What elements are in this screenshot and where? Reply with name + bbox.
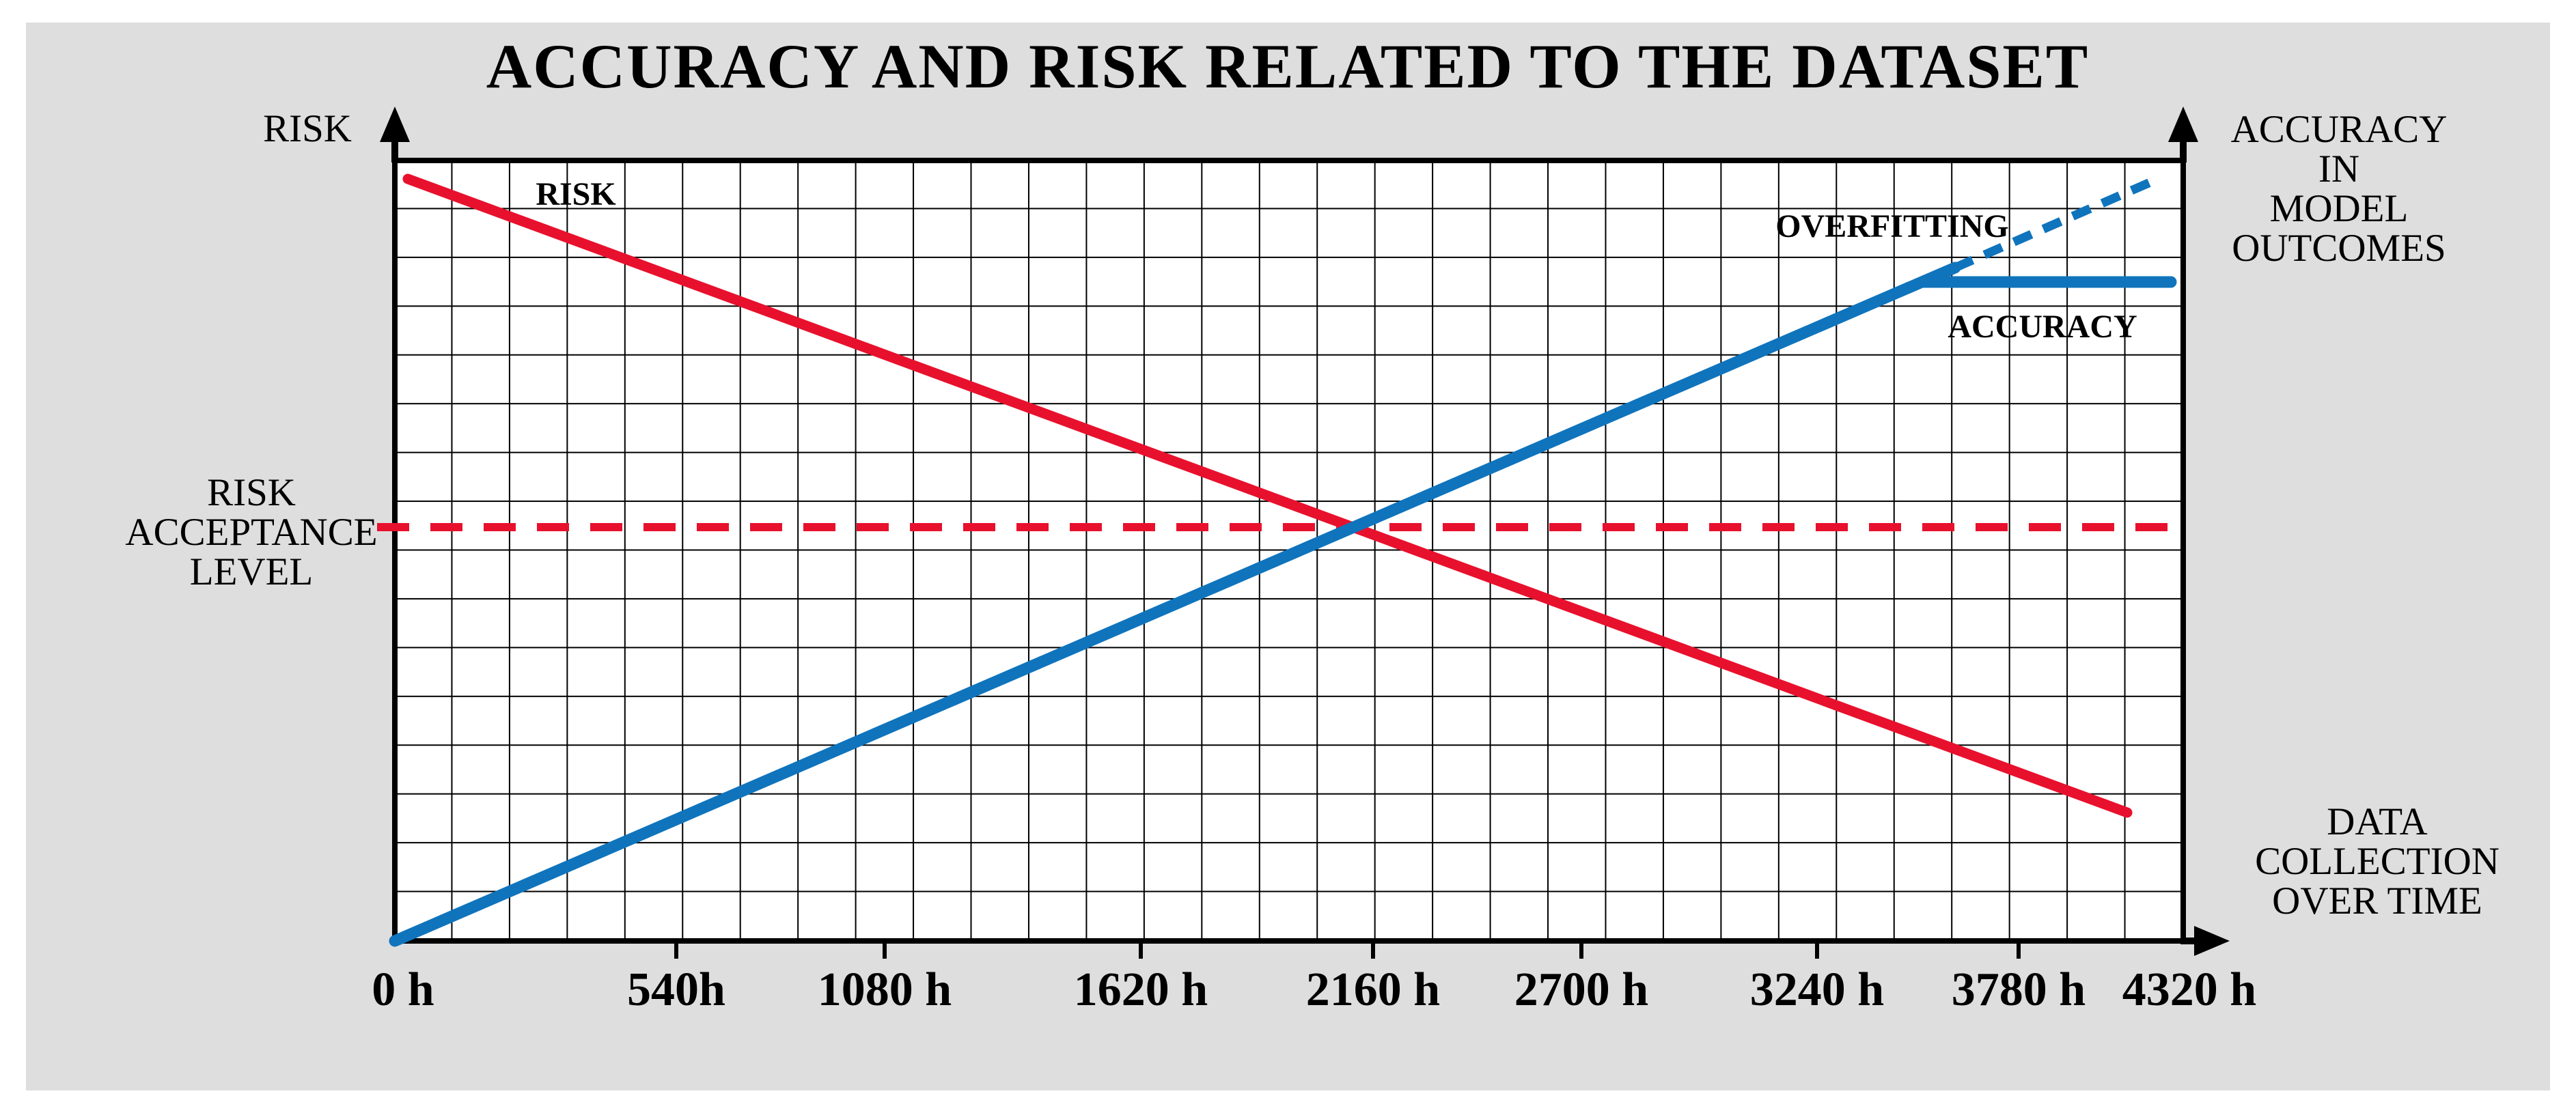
x-tick-label: 540h xyxy=(627,963,725,1016)
x-tick-label: 0 h xyxy=(372,963,434,1016)
x-tick-label: 1080 h xyxy=(818,963,952,1016)
risk-acceptance-caption-line: LEVEL xyxy=(190,550,313,593)
x-tick-label: 1620 h xyxy=(1074,963,1208,1016)
risk-acceptance-caption-line: ACCEPTANCE xyxy=(125,511,377,554)
plot-border xyxy=(392,158,2186,944)
x-axis-caption: DATA COLLECTION OVER TIME xyxy=(2255,800,2499,922)
accuracy-label: ACCURACY xyxy=(1948,309,2137,345)
x-tick-labels: 0 h 540h 1080 h 1620 h 2160 h 2700 h 324… xyxy=(372,963,2256,1016)
x-tick-label: 3240 h xyxy=(1750,963,1884,1016)
accuracy-series-line xyxy=(389,262,1961,947)
right-axis-caption-line: MODEL xyxy=(2270,187,2409,230)
x-tick-label: 2700 h xyxy=(1514,963,1648,1016)
x-tick-label: 3780 h xyxy=(1952,963,2086,1016)
chart-title: ACCURACY AND RISK RELATED TO THE DATASET xyxy=(486,31,2089,101)
right-axis-caption-line: IN xyxy=(2318,147,2359,191)
risk-acceptance-caption-line: RISK xyxy=(207,471,296,514)
x-tick-marks xyxy=(674,941,2021,959)
right-axis-caption-line: ACCURACY xyxy=(2231,108,2448,151)
x-axis-caption-line: OVER TIME xyxy=(2272,879,2482,922)
overfitting-label: OVERFITTING xyxy=(1775,208,2008,244)
right-axis-arrow-icon xyxy=(2168,107,2198,142)
left-axis-arrow-icon xyxy=(380,107,410,142)
risk-acceptance-caption: RISK ACCEPTANCE LEVEL xyxy=(125,471,377,593)
x-tick-label: 4320 h xyxy=(2122,963,2256,1016)
x-tick-label-highlighted: 2160 h xyxy=(1306,963,1440,1016)
risk-line-label: RISK xyxy=(536,176,615,212)
overfitting-dashed-line xyxy=(1953,178,2154,272)
right-axis-caption: ACCURACY IN MODEL OUTCOMES xyxy=(2231,108,2448,270)
x-axis-arrow-icon xyxy=(2194,926,2230,956)
risk-series-line xyxy=(402,173,2133,818)
x-axis-caption-line: DATA xyxy=(2327,800,2427,843)
right-axis-caption-line: OUTCOMES xyxy=(2232,227,2446,270)
x-axis-caption-line: COLLECTION xyxy=(2255,840,2499,883)
left-axis-caption: RISK xyxy=(263,107,352,150)
